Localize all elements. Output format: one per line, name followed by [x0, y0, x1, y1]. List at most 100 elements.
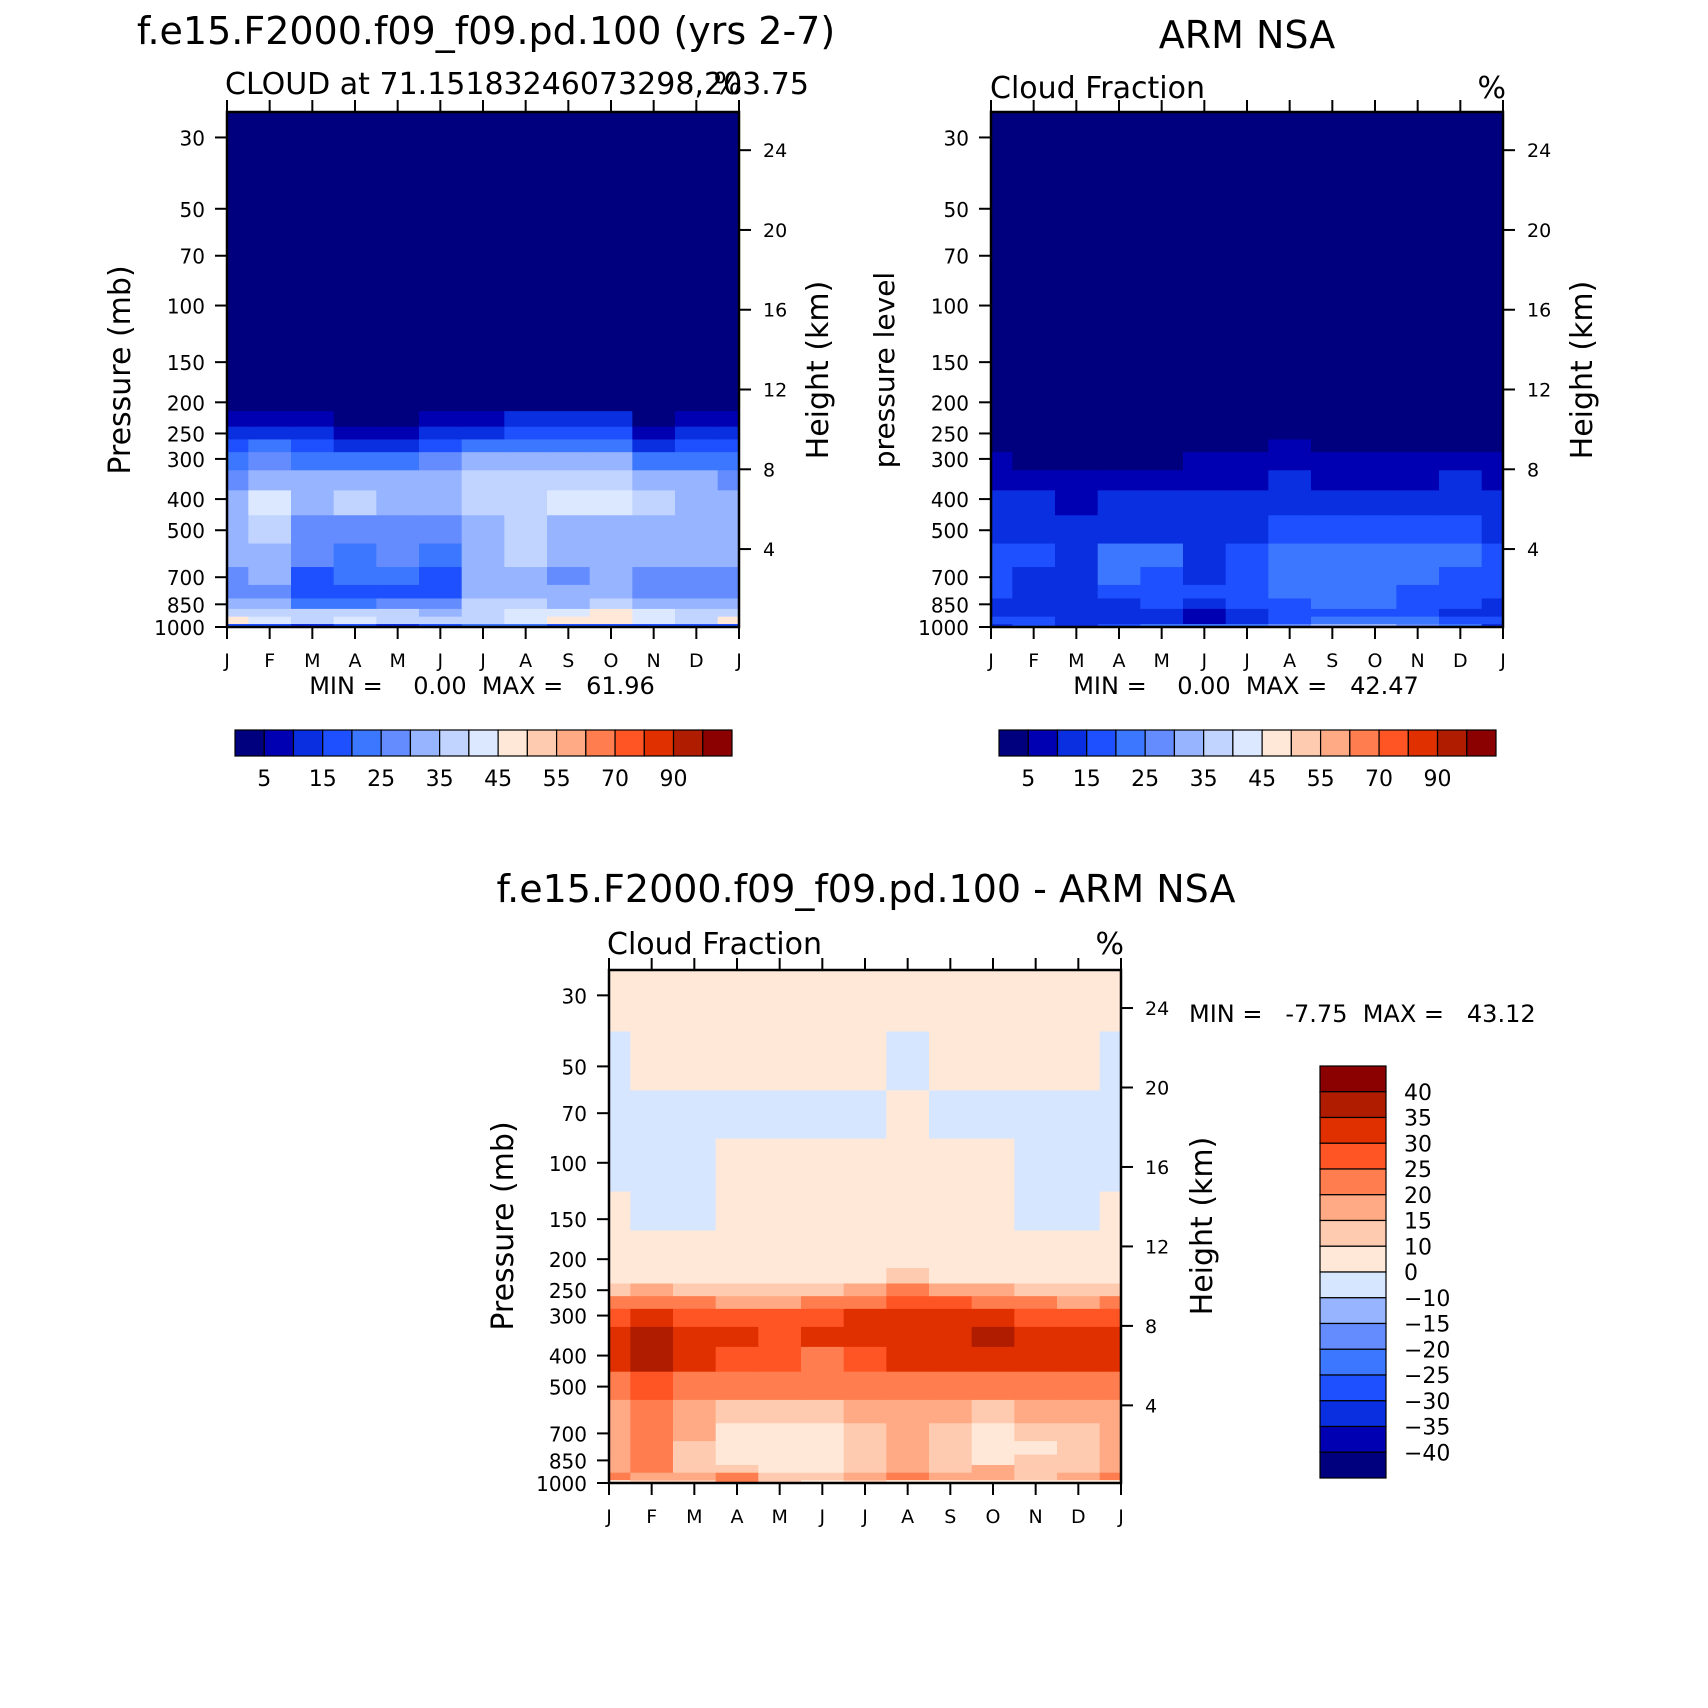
contour-cell: [1097, 232, 1141, 282]
pressure-tick-label: 1000: [536, 1472, 587, 1496]
pressure-tick-label: 200: [931, 391, 969, 415]
contour-cell: [1225, 514, 1269, 544]
contour-cell: [1268, 426, 1312, 440]
contour-cell: [801, 1346, 845, 1372]
contour-cell: [673, 1422, 717, 1442]
colorbar-label: 45: [1248, 767, 1276, 792]
contour-cell: [547, 623, 591, 628]
contour-cell: [1055, 489, 1099, 516]
contour-cell: [1099, 1422, 1122, 1442]
colorbar-label: −10: [1404, 1287, 1450, 1312]
contour-cell: [1099, 1371, 1122, 1400]
month-tick-label: S: [1326, 650, 1338, 672]
colorbar-box: [1056, 729, 1088, 757]
contour-cell: [673, 1399, 717, 1424]
contour-cell: [1057, 1346, 1101, 1372]
contour-cell: [1481, 566, 1504, 585]
contour-cell: [1055, 469, 1099, 491]
contour-cell: [673, 1229, 717, 1251]
contour-cell: [504, 232, 548, 282]
contour-cell: [843, 1229, 887, 1251]
contour-cell: [717, 597, 740, 609]
colorbar-box: [1319, 1322, 1387, 1350]
contour-cell: [248, 232, 292, 282]
contour-cell: [248, 410, 292, 427]
contour-cell: [1012, 469, 1056, 491]
contour-cell: [376, 392, 420, 412]
contour-cell: [673, 1371, 717, 1400]
colorbar-box: [643, 729, 675, 757]
contour-cell: [1014, 1399, 1058, 1424]
contour-cell: [1311, 514, 1355, 544]
contour-cell: [1353, 280, 1397, 335]
colorbar-box: [1319, 1297, 1387, 1325]
contour-cell: [419, 469, 463, 491]
contour-cell: [715, 1267, 759, 1284]
contour-cell: [376, 514, 420, 544]
contour-cell: [971, 1399, 1015, 1424]
contour-cell: [248, 616, 292, 625]
contour-cell: [333, 608, 377, 617]
contour-cell: [991, 410, 1013, 427]
contour-cell: [1012, 489, 1056, 516]
contour-cell: [1140, 469, 1184, 491]
contour-cell: [632, 566, 676, 585]
contour-cell: [1140, 608, 1184, 617]
height-tick-label: 4: [1527, 539, 1539, 561]
contour-cell: [675, 173, 719, 233]
contour-cell: [248, 372, 292, 394]
contour-cell: [1481, 597, 1504, 609]
contour-cell: [1055, 333, 1099, 374]
contour-cell: [227, 597, 249, 609]
contour-cell: [1057, 1295, 1101, 1309]
contour-cell: [1012, 426, 1056, 440]
colorbar-box: [1319, 1194, 1387, 1222]
contour-cell: [291, 173, 335, 233]
contour-cell: [632, 451, 676, 471]
contour-cell: [291, 542, 335, 568]
contour-cell: [886, 1440, 930, 1455]
contour-cell: [1396, 392, 1440, 412]
contour-cell: [376, 280, 420, 335]
contour-cell: [461, 469, 505, 491]
contour-cell: [843, 1295, 887, 1309]
contour-cell: [929, 1479, 973, 1484]
contour-cell: [758, 1440, 802, 1455]
contour-cell: [504, 392, 548, 412]
contour-cell: [333, 489, 377, 516]
contour-cell: [991, 426, 1013, 440]
contour-cell: [419, 173, 463, 233]
contour-cell: [227, 410, 249, 427]
contour-cell: [630, 1137, 674, 1192]
contour-cell: [248, 451, 292, 471]
month-tick-label: F: [1028, 650, 1039, 672]
contour-cell: [1097, 438, 1141, 453]
contour-cell: [758, 1190, 802, 1231]
contour-cell: [461, 542, 505, 568]
contour-cell: [1396, 173, 1440, 233]
contour-cell: [971, 1422, 1015, 1442]
contour-cell: [504, 608, 548, 617]
colorbar-label: 55: [543, 767, 571, 792]
contour-cell: [929, 1249, 973, 1268]
contour-cell: [1439, 392, 1483, 412]
contour-cell: [1225, 232, 1269, 282]
contour-cell: [1311, 542, 1355, 568]
contour-cell: [632, 623, 676, 628]
contour-cell: [715, 1030, 759, 1091]
contour-cell: [1268, 597, 1312, 609]
contour-cell: [376, 173, 420, 233]
contour-cell: [632, 426, 676, 440]
contour-cell: [1481, 410, 1504, 427]
contour-cell: [758, 1479, 802, 1484]
contour-cell: [1353, 584, 1397, 599]
contour-cell: [1439, 584, 1483, 599]
contour-cell: [1055, 623, 1099, 628]
contour-cell: [886, 1346, 930, 1372]
contour-cell: [547, 438, 591, 453]
contour-cell: [1353, 566, 1397, 585]
contour-cell: [1183, 451, 1227, 471]
